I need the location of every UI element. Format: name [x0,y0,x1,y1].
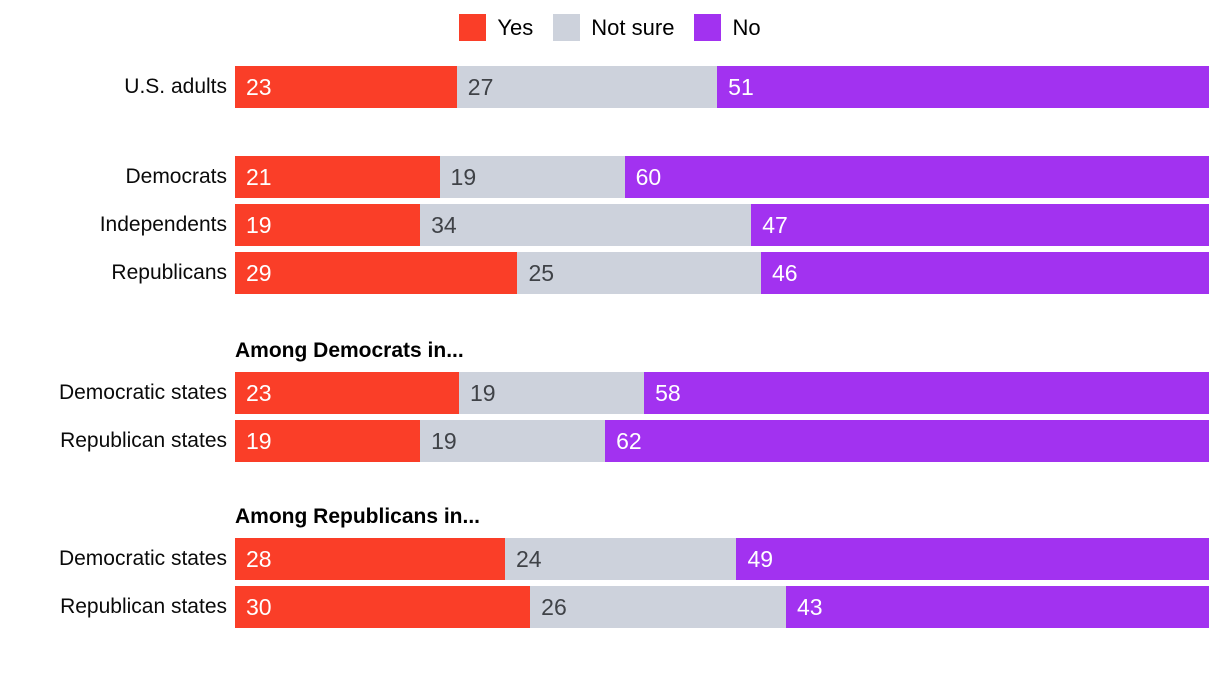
segment-value: 19 [431,427,457,454]
bar-segment-no: 62 [605,420,1209,462]
bar-segment-no: 58 [644,372,1209,414]
row-label: Democratic states [58,547,227,570]
segment-value: 27 [467,73,494,100]
row-label: U.S. adults [124,75,227,98]
legend-label: No [732,14,761,40]
segment-value: 60 [635,163,662,190]
stacked-bar: 19 34 47 [235,204,1209,246]
row-label: Democratic states [58,381,227,404]
stacked-bar: 29 25 46 [235,252,1209,294]
group-header: Among Republicans in... [235,505,481,528]
row-label: Republican states [60,595,227,618]
row-label: Independents [99,213,227,236]
row-label: Republicans [111,261,227,284]
bar-segment-not-sure: 26 [530,586,786,628]
row-label: Republican states [60,429,227,452]
bar-segment-not-sure: 27 [456,66,718,108]
segment-value: 28 [246,545,272,572]
bar-row: Independents 19 34 47 [0,204,1220,246]
legend-swatch-icon [459,14,487,41]
legend-swatch-icon [553,14,581,41]
bar-group: Among Republicans in... Democratic states… [0,504,1220,628]
chart-groups: U.S. adults 23 27 51 Democrats 21 19 60 Independ… [0,66,1220,628]
bar-segment-no: 51 [717,66,1209,108]
bar-segment-yes: 21 [235,156,440,198]
bar-segment-yes: 19 [235,204,421,246]
bar-segment-no: 47 [751,204,1209,246]
bar-segment-no: 43 [785,586,1209,628]
bar-segment-not-sure: 34 [420,204,752,246]
row-label: Democrats [125,165,227,188]
bar-segment-no: 49 [736,538,1209,580]
segment-value: 49 [747,545,774,572]
bar-row: Democratic states 28 24 49 [0,538,1220,580]
bar-segment-yes: 29 [235,252,518,294]
stacked-bar: 28 24 49 [235,538,1209,580]
segment-value: 21 [246,163,272,190]
segment-value: 58 [655,379,681,406]
bar-row: U.S. adults 23 27 51 [0,66,1220,108]
segment-value: 62 [616,427,642,454]
bar-segment-yes: 23 [235,66,457,108]
segment-value: 19 [246,211,272,238]
segment-value: 46 [771,259,798,286]
segment-value: 19 [470,379,496,406]
legend-item: Yes [459,14,533,41]
legend: Yes Not sure No [0,14,1220,41]
bar-group: Democrats 21 19 60 Independents 19 34 47 Republi… [0,156,1220,294]
legend-item: Not sure [553,14,674,41]
bar-row: Democrats 21 19 60 [0,156,1220,198]
bar-segment-not-sure: 19 [420,420,606,462]
bar-segment-not-sure: 25 [517,252,761,294]
bar-segment-not-sure: 24 [505,538,737,580]
bar-segment-no: 46 [760,252,1209,294]
bar-row: Democratic states 23 19 58 [0,372,1220,414]
segment-value: 24 [516,545,542,572]
bar-segment-not-sure: 19 [439,156,625,198]
stacked-bar: 21 19 60 [235,156,1210,198]
group-header: Among Democrats in... [235,339,464,362]
stacked-bar: 19 19 62 [235,420,1209,462]
bar-segment-yes: 19 [235,420,421,462]
segment-value: 19 [246,427,272,454]
bar-segment-yes: 30 [235,586,531,628]
bar-segment-yes: 28 [235,538,506,580]
stacked-bar: 30 26 43 [235,586,1209,628]
segment-value: 47 [762,211,788,238]
segment-value: 23 [246,73,272,100]
segment-value: 26 [541,593,567,620]
bar-row: Republican states 30 26 43 [0,586,1220,628]
segment-value: 34 [431,211,457,238]
bar-row: Republican states 19 19 62 [0,420,1220,462]
legend-label: Yes [497,14,534,40]
segment-value: 23 [246,379,272,406]
segment-value: 19 [450,163,477,190]
bar-segment-no: 60 [624,156,1210,198]
legend-swatch-icon [694,14,722,41]
segment-value: 30 [246,593,272,620]
stacked-bar: 23 27 51 [235,66,1209,108]
bar-row: Republicans 29 25 46 [0,252,1220,294]
segment-value: 51 [728,73,754,100]
segment-value: 43 [796,593,823,620]
segment-value: 25 [528,259,555,286]
bar-group: Among Democrats in... Democratic states 23… [0,338,1220,462]
bar-segment-not-sure: 19 [459,372,645,414]
legend-label: Not sure [591,14,675,40]
stacked-bar: 23 19 58 [235,372,1209,414]
bar-segment-yes: 23 [235,372,460,414]
bar-group: U.S. adults 23 27 51 [0,66,1220,108]
segment-value: 29 [246,259,272,286]
legend-item: No [694,14,761,41]
stacked-bar-chart: Yes Not sure No U.S. adults 23 27 51 Democrats… [0,14,1220,628]
